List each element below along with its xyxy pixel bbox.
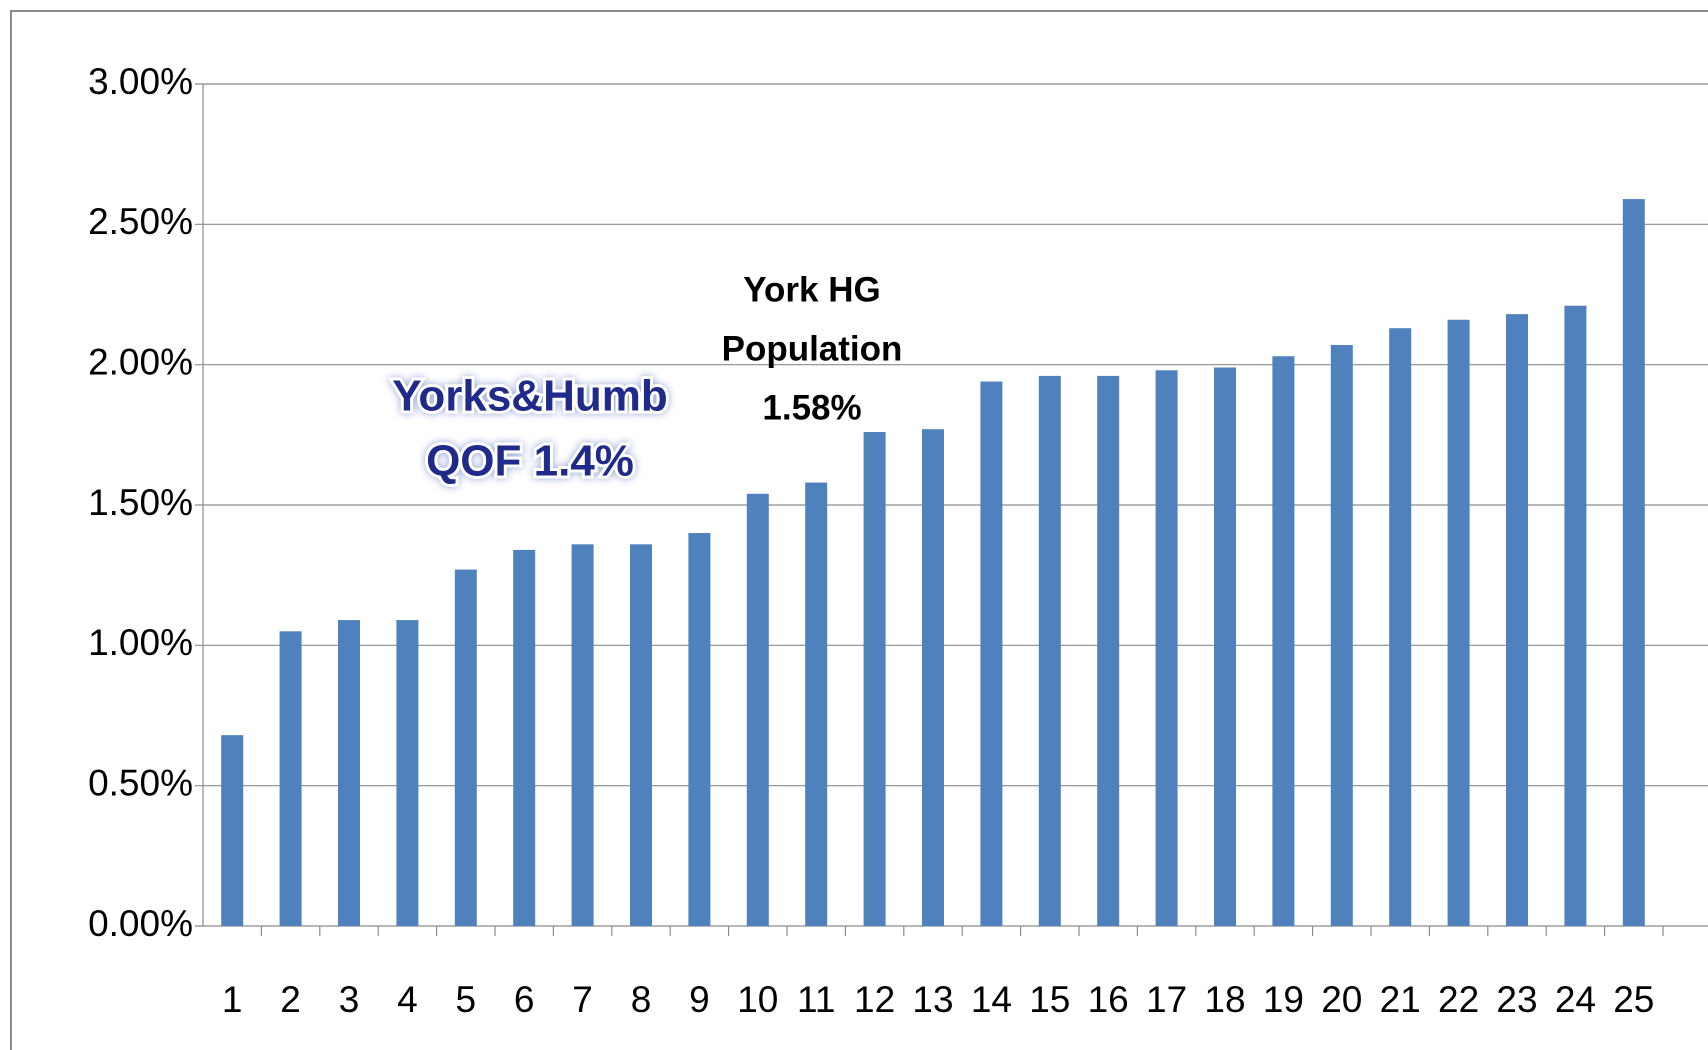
y-tick-label: 3.00% [88, 61, 193, 102]
bar [630, 544, 652, 926]
bar [1038, 375, 1061, 927]
x-tick-label: 18 [1204, 979, 1245, 1020]
x-tick-label: 22 [1438, 979, 1479, 1020]
x-tick-label: 8 [631, 979, 652, 1020]
bar [1447, 319, 1470, 926]
bar [863, 432, 886, 926]
bar [454, 569, 477, 926]
bar [1389, 328, 1412, 926]
bar [922, 429, 944, 926]
x-tick-label: 19 [1263, 979, 1304, 1020]
x-tick-label: 20 [1321, 979, 1362, 1020]
x-tick-label: 6 [514, 979, 535, 1020]
x-tick-label: 3 [339, 979, 360, 1020]
annotation: 1.58% [762, 388, 861, 427]
annotation: Population [722, 329, 903, 368]
x-tick-label: 23 [1496, 979, 1537, 1020]
bar [571, 544, 594, 926]
x-tick-label: 5 [456, 979, 477, 1020]
annotation: Yorks&Humb [392, 372, 667, 421]
x-tick-label: 7 [572, 979, 593, 1020]
bar [688, 533, 711, 926]
bar [338, 620, 360, 926]
bar [1155, 370, 1178, 926]
y-tick-label: 0.00% [88, 903, 193, 944]
y-tick-label: 2.00% [88, 341, 193, 382]
y-tick-label: 0.50% [88, 762, 193, 803]
bar [221, 735, 244, 926]
x-tick-label: 17 [1146, 979, 1187, 1020]
bar [1272, 356, 1295, 926]
y-tick-label: 2.50% [88, 201, 193, 242]
x-tick-label: 12 [854, 979, 895, 1020]
x-tick-label: 13 [912, 979, 953, 1020]
bar [1097, 375, 1120, 927]
bar [279, 631, 302, 926]
y-tick-label: 1.00% [88, 622, 193, 663]
bar [1622, 199, 1645, 926]
bar [805, 482, 828, 926]
x-tick-label: 16 [1088, 979, 1129, 1020]
y-tick-label: 1.50% [88, 482, 193, 523]
x-tick-label: 14 [971, 979, 1012, 1020]
bar [1564, 305, 1587, 926]
x-tick-label: 21 [1380, 979, 1421, 1020]
bar [980, 381, 1003, 926]
bar [396, 620, 419, 926]
annotation: QOF 1.4% [426, 437, 634, 486]
annotation: York HG [743, 270, 880, 309]
x-tick-label: 9 [689, 979, 710, 1020]
x-tick-label: 10 [737, 979, 778, 1020]
bar [1506, 314, 1528, 926]
bar [513, 549, 536, 926]
bar [1214, 367, 1236, 926]
x-tick-label: 15 [1029, 979, 1070, 1020]
chart-frame [10, 10, 1708, 1050]
x-tick-label: 2 [280, 979, 301, 1020]
bar [1330, 345, 1353, 926]
x-tick-label: 25 [1613, 979, 1654, 1020]
bar [746, 493, 769, 926]
x-tick-label: 1 [222, 979, 243, 1020]
x-tick-label: 4 [397, 979, 418, 1020]
x-tick-label: 24 [1555, 979, 1596, 1020]
x-tick-label: 11 [797, 979, 835, 1020]
